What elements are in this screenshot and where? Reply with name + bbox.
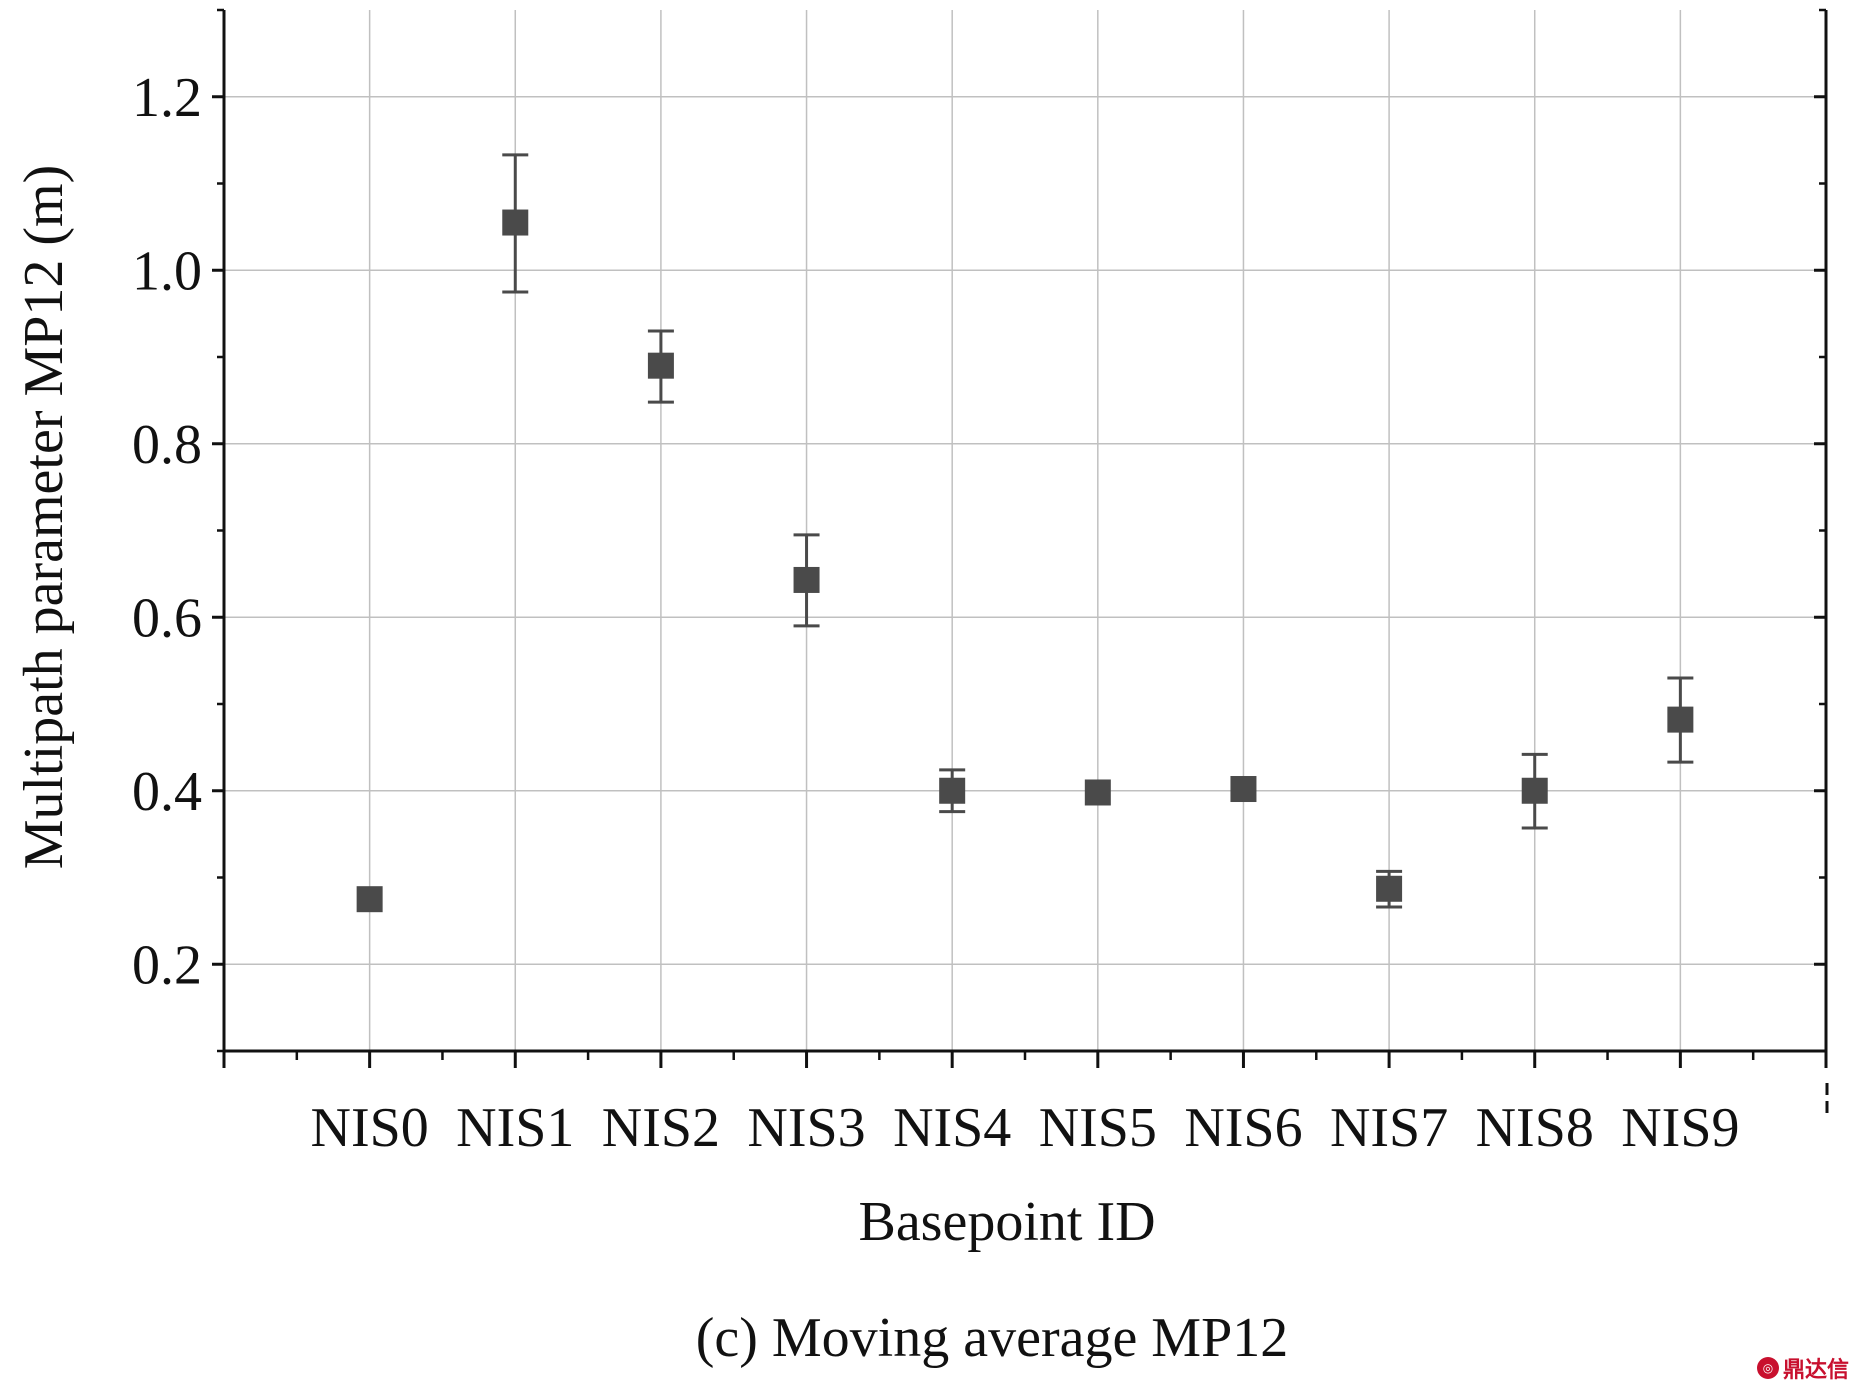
x-tick-label-nis6: NIS6 [1184, 1097, 1302, 1159]
data-point-nis7 [1376, 875, 1403, 902]
marks-layer [356, 153, 1694, 913]
chart-caption: (c) Moving average MP12 [696, 1307, 1289, 1369]
data-point-nis5 [1084, 779, 1111, 806]
watermark: ◎ 鼎达信 [1756, 1352, 1849, 1384]
data-point-nis3 [793, 566, 820, 593]
y-tick-label: 0.6 [132, 587, 202, 649]
data-point-nis4 [939, 777, 966, 804]
y-tick-label: 0.8 [132, 414, 202, 476]
x-tick-label-nis2: NIS2 [602, 1097, 720, 1159]
data-point-nis1 [502, 209, 529, 236]
x-axis-title: Basepoint ID [858, 1191, 1155, 1253]
labels-layer: Basepoint ID Multipath parameter MP12 (m… [13, 67, 1739, 1369]
y-tick-label: 1.2 [132, 67, 202, 129]
y-tick-label: 0.2 [132, 934, 202, 996]
ticks-layer [212, 8, 1829, 1114]
ddx-logo-icon: ◎ [1756, 1357, 1779, 1379]
data-point-nis0 [356, 886, 383, 913]
y-axis-title: Multipath parameter MP12 (m) [13, 165, 75, 870]
x-tick-label-nis5: NIS5 [1039, 1097, 1157, 1159]
x-tick-label-nis4: NIS4 [893, 1097, 1011, 1159]
data-point-nis9 [1667, 706, 1694, 733]
x-tick-label-nis7: NIS7 [1330, 1097, 1448, 1159]
data-point-nis2 [647, 352, 674, 379]
watermark-text: 鼎达信 [1782, 1358, 1849, 1383]
x-tick-label-nis3: NIS3 [747, 1097, 865, 1159]
grid-layer [224, 10, 1826, 1051]
x-tick-label-nis8: NIS8 [1476, 1097, 1594, 1159]
data-point-nis6 [1230, 776, 1257, 803]
axes-layer [222, 10, 1828, 1053]
data-point-nis8 [1521, 777, 1548, 804]
x-tick-label-nis0: NIS0 [311, 1097, 429, 1159]
x-tick-label-nis1: NIS1 [456, 1097, 574, 1159]
y-tick-label: 0.4 [132, 761, 202, 823]
y-tick-label: 1.0 [132, 240, 202, 302]
x-tick-label-nis9: NIS9 [1621, 1097, 1739, 1159]
